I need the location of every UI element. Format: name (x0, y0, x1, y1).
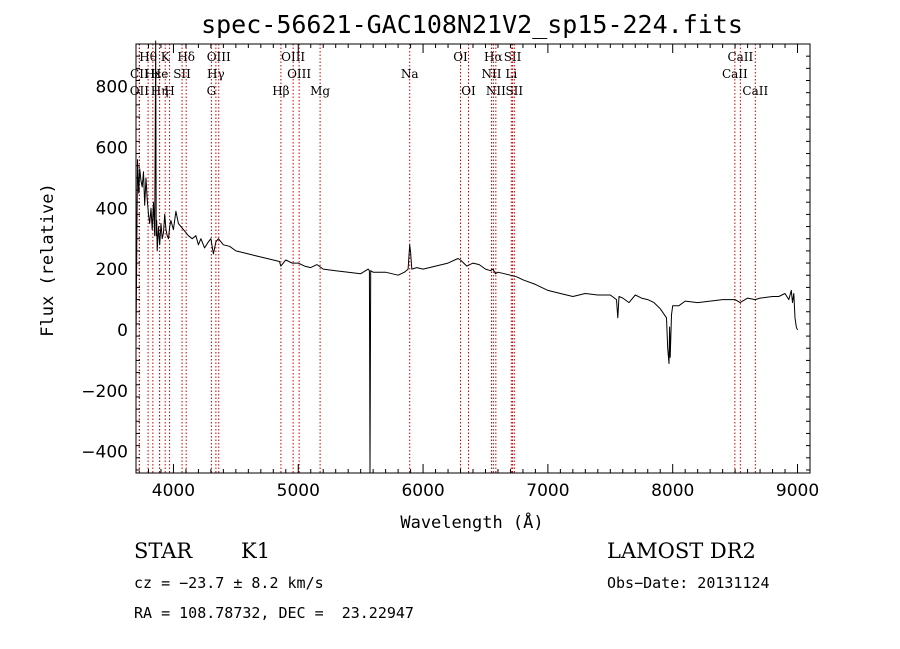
line-marker-label: Hδ (177, 50, 195, 64)
survey-name: LAMOST DR2 (607, 539, 756, 563)
coordinates-readout: RA = 108.78732, DEC = 23.22947 (134, 604, 414, 622)
line-marker-label: Hβ (272, 84, 289, 98)
line-marker-label: OIII (207, 50, 231, 64)
line-marker-label: OIII (287, 67, 311, 81)
chart-title: spec-56621-GAC108N21V2_sp15-224.fits (201, 10, 743, 39)
spectrum-series (135, 40, 798, 474)
y-tick-label: 800 (96, 78, 128, 98)
y-tick-label: 600 (96, 138, 128, 158)
x-tick-label: 6000 (401, 481, 444, 501)
y-axis-label: Flux (relative) (38, 183, 58, 337)
line-marker-label: CaII (727, 50, 753, 64)
line-marker-label: Hε (145, 67, 162, 81)
spectrum-chart: spec-56621-GAC108N21V2_sp15-224.fits CII… (38, 10, 819, 533)
line-marker-label: G (207, 84, 217, 98)
y-tick-label: −400 (81, 443, 128, 463)
line-marker-label: Hθ (139, 50, 157, 64)
line-marker-label: CII (130, 67, 149, 81)
y-tick-label: −200 (81, 382, 128, 402)
obs-date: Obs−Date: 20131124 (607, 574, 770, 592)
line-marker-label: K (161, 50, 171, 64)
x-tick-label: 7000 (526, 481, 569, 501)
line-marker-label: OI (453, 50, 468, 64)
line-marker-label: H (164, 84, 174, 98)
line-marker-label: Li (505, 67, 517, 81)
line-marker-label: Hα (484, 50, 503, 64)
line-marker-label: Mg (310, 84, 330, 98)
line-marker-label: OIII (281, 50, 305, 64)
x-tick-label: 4000 (152, 481, 195, 501)
line-marker-label: SII (173, 67, 191, 81)
line-marker-label: CaII (742, 84, 768, 98)
y-tick-label: 200 (96, 260, 128, 280)
y-axis: −400 −200 0 200 400 600 800 (81, 43, 810, 471)
line-marker-label: He (151, 67, 169, 81)
x-axis-label: Wavelength (Å) (400, 511, 543, 533)
x-tick-label: 5000 (277, 481, 320, 501)
y-tick-label: 0 (117, 321, 128, 341)
line-marker-label: NII (481, 67, 501, 81)
line-marker-label: OII (130, 84, 150, 98)
object-subclass: K1 (241, 539, 271, 563)
x-tick-label: 8000 (651, 481, 694, 501)
line-marker-label: NII (486, 84, 506, 98)
line-marker-label: Na (401, 67, 419, 81)
line-marker-label: Hγ (207, 67, 225, 81)
x-tick-label: 9000 (776, 481, 819, 501)
object-class: STAR (134, 539, 193, 563)
line-marker-label: CaII (722, 67, 748, 81)
redshift-readout: cz = −23.7 ± 8.2 km/s (134, 574, 324, 592)
x-axis: 4000 5000 6000 7000 8000 9000 (135, 44, 819, 501)
line-marker-label: OI (461, 84, 476, 98)
line-marker-label: SII (505, 84, 523, 98)
spectrum-line (135, 40, 798, 474)
plot-frame (135, 43, 811, 474)
y-tick-label: 400 (96, 199, 128, 219)
line-marker-label: SII (504, 50, 522, 64)
